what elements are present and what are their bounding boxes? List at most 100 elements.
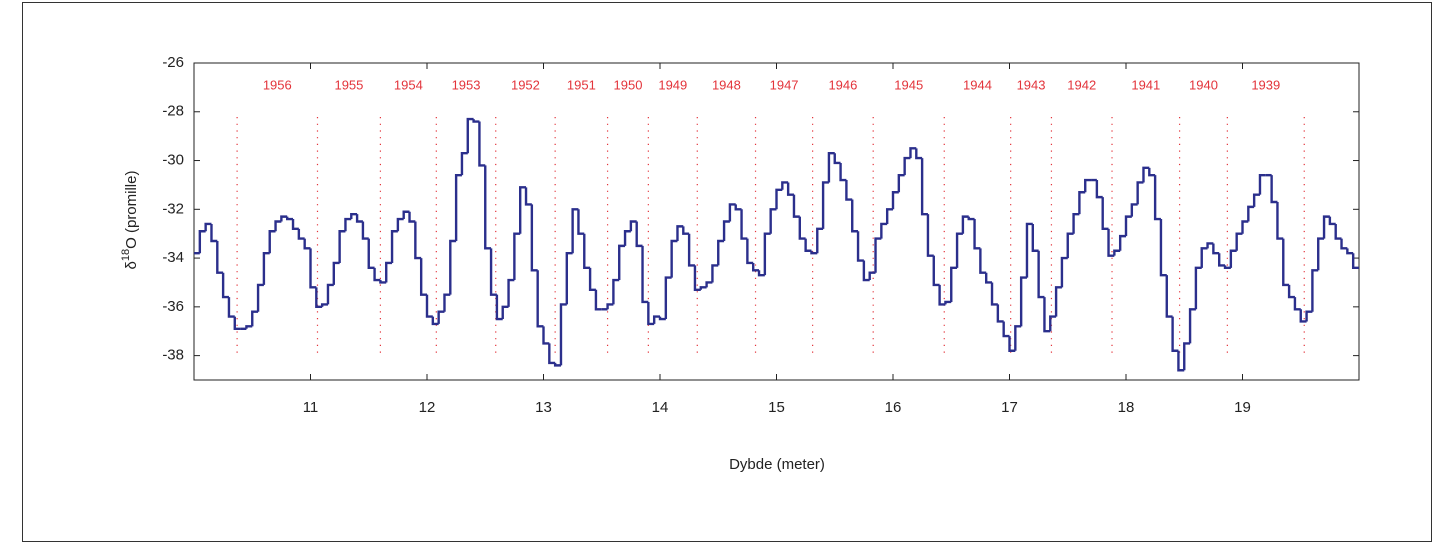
x-tick-label: 18 <box>1118 399 1135 416</box>
step-segment <box>1351 253 1359 270</box>
step-segment <box>559 303 567 366</box>
step-segment <box>752 262 760 272</box>
y-tick-label: -36 <box>162 298 184 315</box>
step-segment <box>1124 215 1132 237</box>
year-label: 1950 <box>614 77 643 92</box>
step-segment <box>798 216 806 240</box>
step-segment <box>1107 228 1115 257</box>
step-segment <box>280 215 288 222</box>
step-segment <box>868 271 876 281</box>
step-segment <box>920 158 928 216</box>
year-label: 1944 <box>963 77 992 92</box>
year-label: 1948 <box>712 77 741 92</box>
step-segment <box>338 230 346 263</box>
step-segment <box>903 156 911 176</box>
step-segment <box>385 261 393 283</box>
step-segment <box>944 300 952 305</box>
step-segment <box>344 217 352 232</box>
step-segment <box>1212 243 1220 255</box>
step-segment <box>1130 203 1138 217</box>
step-segment <box>996 304 1004 323</box>
step-segment <box>1305 310 1313 322</box>
step-segment <box>932 255 940 287</box>
step-segment <box>990 282 998 306</box>
step-segment <box>1252 193 1260 207</box>
step-segment <box>664 276 672 320</box>
step-segment <box>705 281 713 288</box>
step-segment <box>612 278 620 305</box>
step-segment <box>1037 250 1045 299</box>
step-segment <box>530 204 538 272</box>
year-label: 1953 <box>452 77 481 92</box>
step-segment <box>1247 205 1255 222</box>
step-segment <box>454 173 462 242</box>
step-segment <box>623 230 631 246</box>
step-segment <box>408 211 416 223</box>
step-segment <box>1194 266 1202 310</box>
step-segment <box>1142 166 1150 183</box>
step-segment <box>460 152 468 176</box>
step-segment <box>1206 242 1214 249</box>
step-segment <box>379 280 387 284</box>
step-segment <box>350 212 358 220</box>
step-segment <box>885 208 893 224</box>
year-label: 1954 <box>394 77 423 92</box>
step-segment <box>1183 342 1191 371</box>
step-segment <box>309 248 317 289</box>
x-tick-label: 11 <box>303 399 319 416</box>
step-segment <box>501 305 509 320</box>
step-segment <box>792 194 800 218</box>
year-label: 1951 <box>567 77 596 92</box>
step-segment <box>1008 336 1016 352</box>
step-segment <box>553 362 561 367</box>
step-segment <box>1340 238 1348 250</box>
step-segment <box>1241 220 1249 234</box>
step-segment <box>1095 180 1103 199</box>
year-label: 1955 <box>334 77 363 92</box>
frame <box>22 2 1432 542</box>
step-segment <box>1171 316 1179 352</box>
step-segment <box>268 230 276 254</box>
plot-area <box>193 62 1360 381</box>
step-segment <box>519 186 527 234</box>
step-segment <box>652 315 660 324</box>
step-segment <box>594 289 602 311</box>
step-segment <box>536 270 544 328</box>
step-segment <box>1078 191 1086 215</box>
step-segment <box>1165 275 1173 318</box>
step-segment <box>1101 197 1109 231</box>
step-segment <box>303 238 311 250</box>
step-segment <box>874 237 882 273</box>
step-segment <box>1311 269 1319 312</box>
x-tick-label: 15 <box>768 399 785 416</box>
step-segment <box>897 173 905 193</box>
step-segment <box>926 214 934 257</box>
step-segment <box>647 301 655 326</box>
step-segment <box>1287 284 1295 299</box>
x-tick-label: 13 <box>535 399 552 416</box>
step-segment <box>431 316 439 326</box>
step-segment <box>1043 297 1051 333</box>
step-segment <box>1317 237 1325 271</box>
step-segment <box>699 286 707 290</box>
step-segment <box>722 220 730 242</box>
step-segment <box>466 117 474 154</box>
step-segment <box>1066 232 1074 259</box>
x-tick-label: 19 <box>1234 399 1251 416</box>
x-tick-label: 17 <box>1001 399 1018 416</box>
step-segment <box>775 188 783 210</box>
step-segment <box>827 152 835 183</box>
step-segment <box>1002 321 1010 338</box>
step-segment <box>256 283 264 312</box>
step-segment <box>746 238 754 265</box>
step-segment <box>1084 178 1092 193</box>
step-segment <box>1072 212 1080 234</box>
step-segment <box>641 245 649 304</box>
step-segment <box>507 278 515 307</box>
year-label: 1942 <box>1067 77 1096 92</box>
year-label: 1952 <box>511 77 540 92</box>
step-segment <box>1293 297 1301 311</box>
step-segment <box>489 248 497 296</box>
